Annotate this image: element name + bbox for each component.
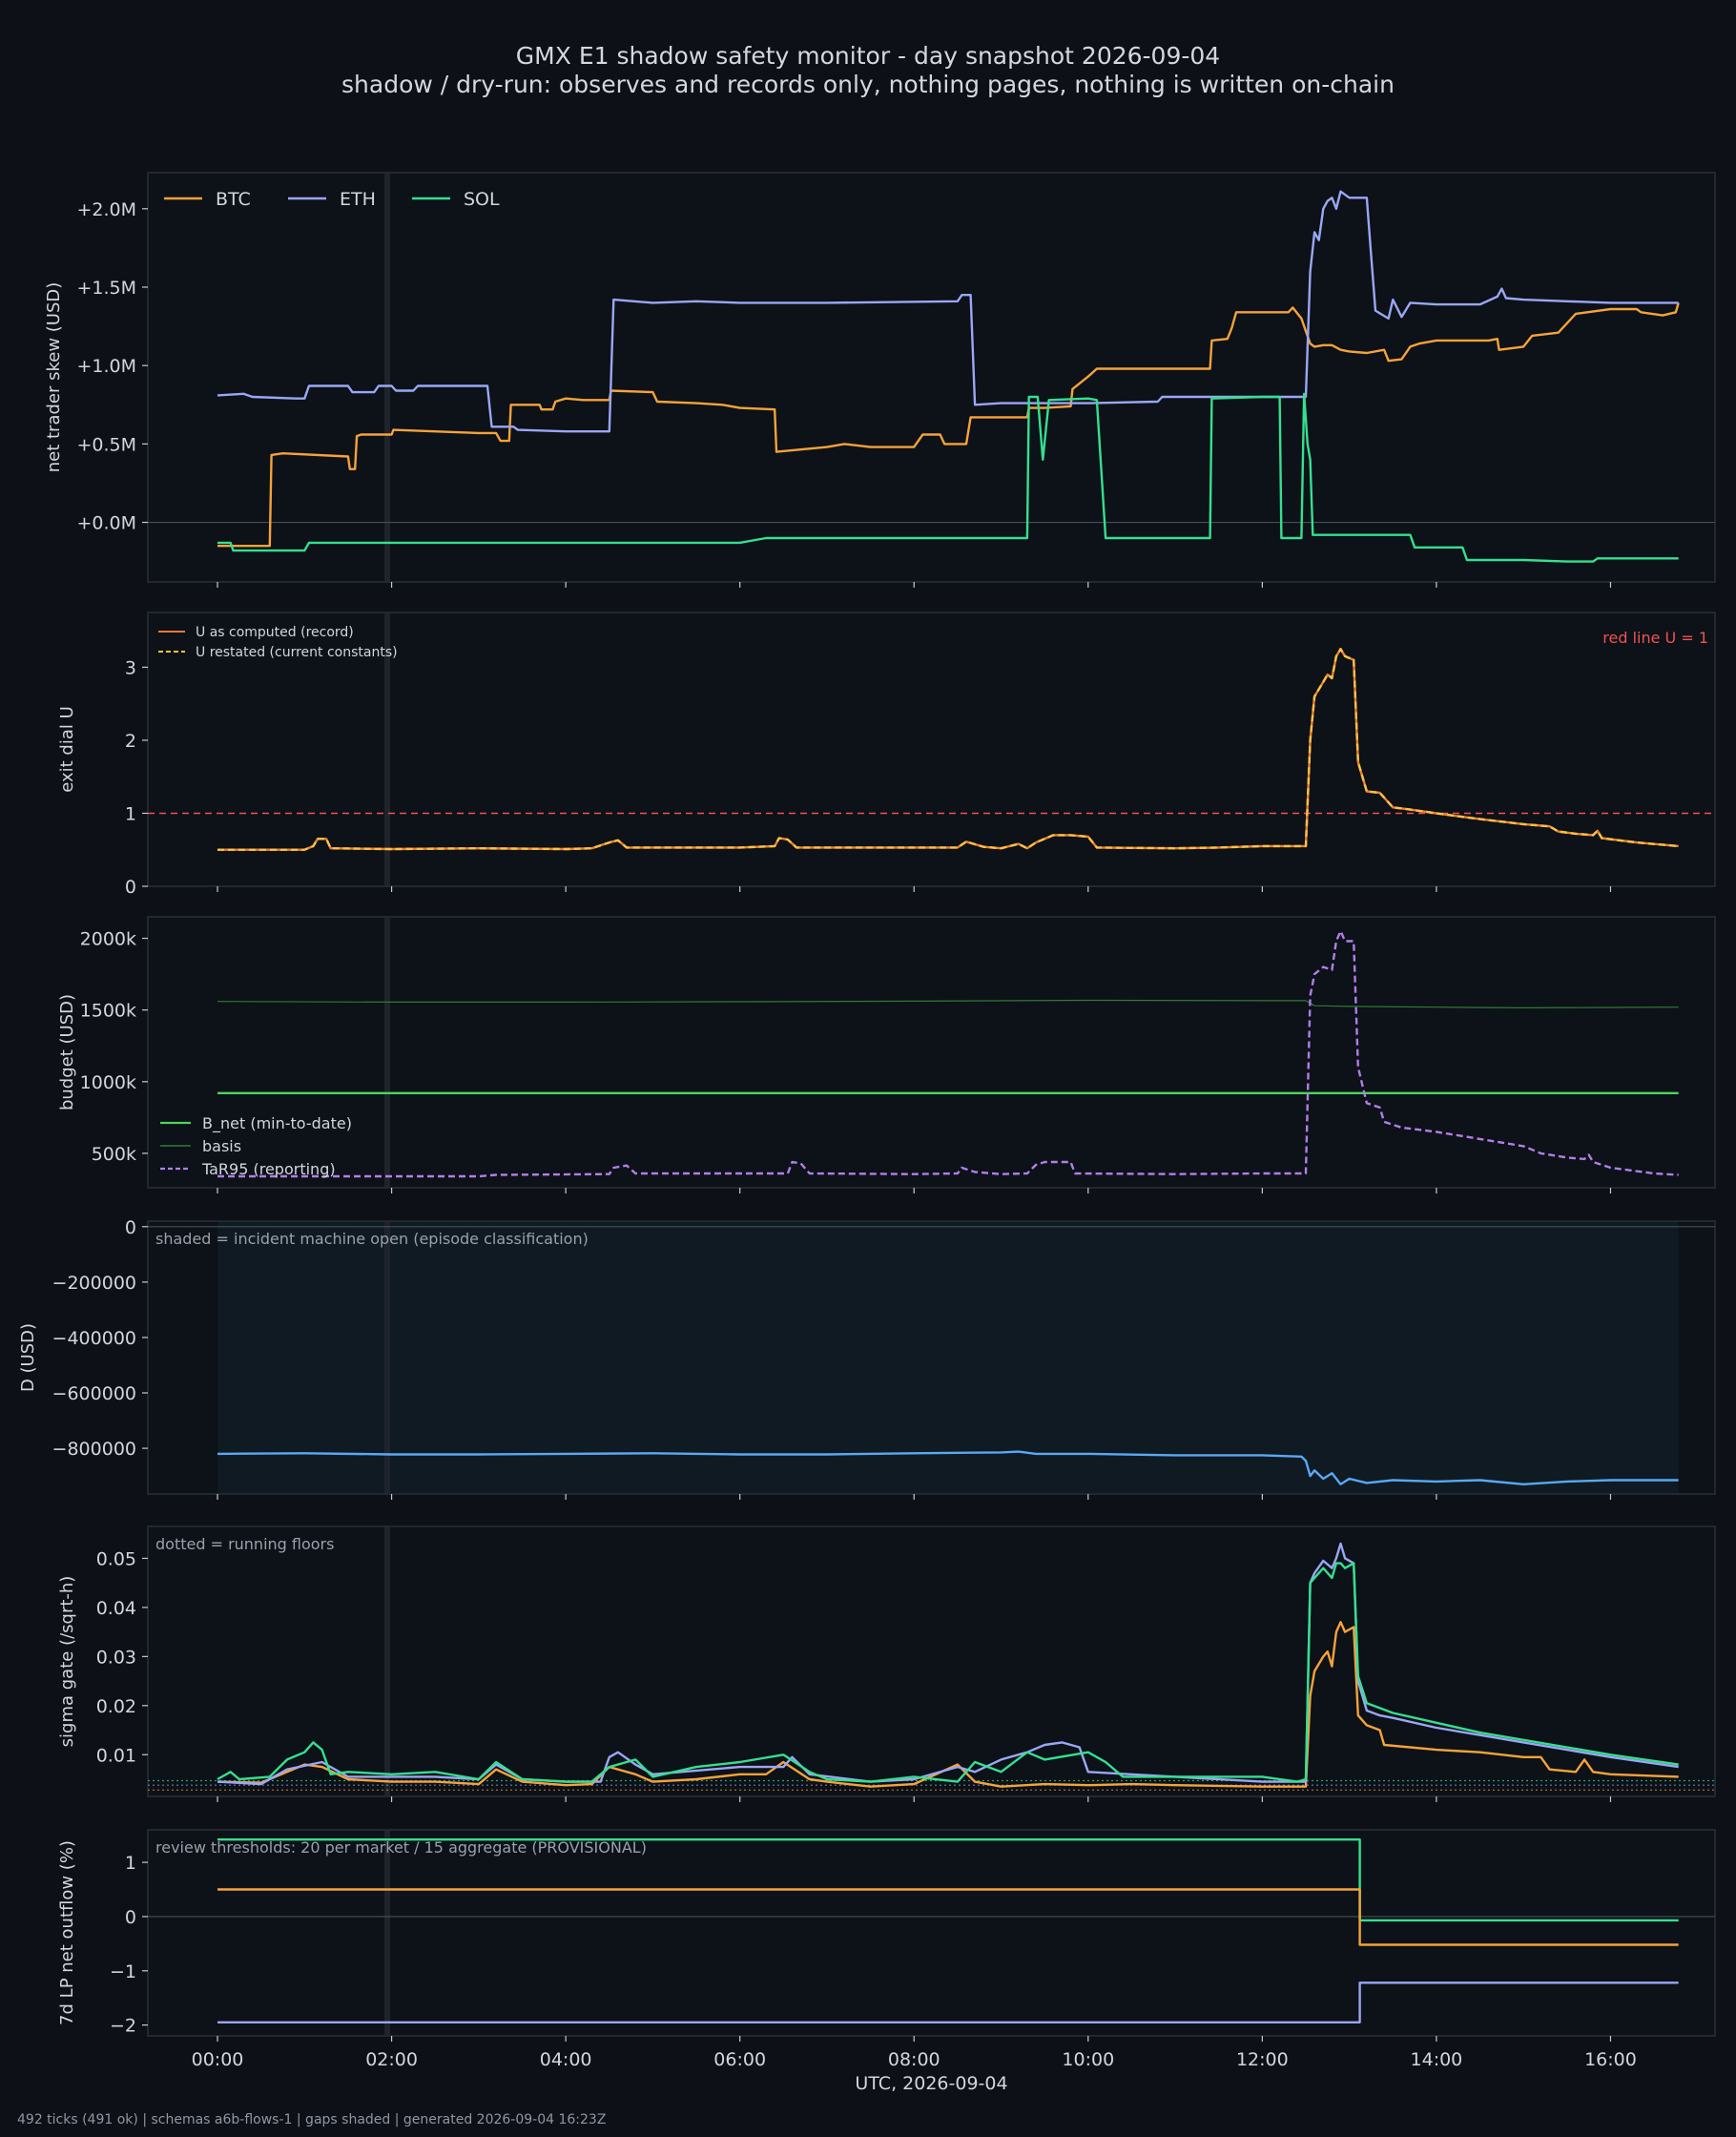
y-tick-label: 0: [125, 1217, 136, 1238]
gap-band: [384, 174, 391, 581]
y-tick-label: 0.03: [96, 1647, 136, 1668]
panel-frame: [147, 916, 1716, 1189]
legend-label: basis: [202, 1137, 241, 1155]
panel-annotation: dotted = running floors: [155, 1535, 334, 1553]
panel-exit_dial: 0 1 2 3 exit dial U red line U = 1 U as comput…: [57, 612, 1716, 898]
legend-label: U as computed (record): [196, 625, 354, 640]
legend: U as computed (record) U restated (curren…: [158, 625, 398, 660]
panel-skew: +0.0M +0.5M +1.0M +1.5M +2.0M net trader skew…: [44, 172, 1716, 588]
y-tick-label: −600000: [52, 1383, 136, 1404]
panel-annotation: review thresholds: 20 per market / 15 ag…: [155, 1838, 647, 1857]
y-axis-label: exit dial U: [57, 706, 77, 793]
x-tick-label: 06:00: [713, 2049, 766, 2070]
series-line-eth: [217, 190, 1679, 433]
red-line-label: red line U = 1: [1602, 629, 1708, 647]
x-tick-label: 02:00: [365, 2049, 418, 2070]
y-axis-label: sigma gate (/sqrt-h): [57, 1576, 77, 1748]
x-axis-label: UTC, 2026-09-04: [855, 2073, 1007, 2094]
legend-label: SOL: [464, 189, 500, 210]
y-axis-label: budget (USD): [57, 994, 77, 1110]
series-line-btc: [217, 1621, 1679, 1788]
y-tick-label: −800000: [52, 1439, 136, 1460]
y-tick-label: −1: [110, 1961, 136, 1982]
y-tick-label: 500k: [92, 1144, 136, 1165]
y-tick-label: +1.5M: [76, 278, 136, 299]
y-tick-label: 0.02: [96, 1696, 136, 1717]
x-tick-label: 00:00: [192, 2049, 244, 2070]
legend-label: B_net (min-to-date): [202, 1114, 352, 1133]
series-line-sol: [217, 1562, 1679, 1783]
gap-band: [384, 1831, 391, 2035]
y-tick-label: 3: [125, 657, 136, 678]
series-line-eth: [217, 1981, 1679, 2023]
y-tick-label: −2: [110, 2016, 136, 2037]
panel-frame: [147, 1829, 1716, 2037]
panel-D: 0 −200000 −400000 −600000 −800000 D (USD) shad…: [18, 1217, 1716, 1500]
y-tick-label: 0: [125, 877, 136, 898]
y-tick-label: 0.01: [96, 1745, 136, 1766]
series-line-sol: [217, 392, 1679, 563]
panel-lp_outflow: 1 0 −1 −2 00:00 02:00 04:00 06:00 08:00 10:00 12:0…: [57, 1829, 1716, 2070]
gap-band: [384, 1222, 391, 1493]
chart-title: GMX E1 shadow safety monitor - day snaps…: [515, 42, 1221, 70]
y-tick-label: 1: [125, 1853, 136, 1874]
x-tick-label: 16:00: [1584, 2049, 1637, 2070]
legend: B_net (min-to-date) basis TaR95 (reporting…: [160, 1114, 352, 1178]
y-tick-label: +1.0M: [76, 356, 136, 377]
chart-subtitle: shadow / dry-run: observes and records o…: [341, 71, 1395, 98]
y-tick-label: −200000: [52, 1273, 136, 1294]
x-tick-label: 04:00: [540, 2049, 592, 2070]
y-tick-label: 1: [125, 803, 136, 824]
y-axis-label: 7d LP net outflow (%): [57, 1840, 77, 2025]
y-tick-label: +2.0M: [76, 199, 136, 220]
y-tick-label: 2000k: [80, 929, 136, 950]
legend-label: U restated (current constants): [196, 645, 398, 660]
panel-annotation: shaded = incident machine open (episode …: [155, 1230, 589, 1248]
x-tick-label: 08:00: [888, 2049, 940, 2070]
series-line-u-restated-current-constants: [217, 648, 1679, 851]
gap-band: [384, 918, 391, 1187]
y-tick-label: −400000: [52, 1328, 136, 1349]
panel-frame: [147, 1525, 1716, 1797]
y-tick-label: 0.04: [96, 1598, 136, 1619]
panel-frame: [147, 172, 1716, 583]
series-line-d: [217, 1450, 1679, 1485]
y-tick-label: +0.5M: [76, 434, 136, 455]
x-tick-label: 12:00: [1236, 2049, 1289, 2070]
y-axis-label: D (USD): [18, 1323, 38, 1392]
gap-band: [384, 613, 391, 885]
incident-shade: [217, 1222, 1679, 1493]
series-line-basis: [217, 999, 1679, 1008]
x-tick-label: 10:00: [1062, 2049, 1114, 2070]
y-tick-label: 1500k: [80, 1001, 136, 1022]
panel-sigma: 0.01 0.02 0.03 0.04 0.05 sigma gate (/sqrt-h)…: [57, 1525, 1716, 1802]
series-line-sol: [217, 1838, 1679, 1922]
y-tick-label: 0: [125, 1907, 136, 1928]
panel-frame: [147, 612, 1716, 887]
panel-budget: 500k 1000k 1500k 2000k budget (USD) B_net (mi…: [57, 916, 1716, 1193]
y-tick-label: 1000k: [80, 1072, 136, 1093]
y-tick-label: 2: [125, 731, 136, 752]
series-line-btc: [217, 1888, 1679, 1946]
gap-band: [384, 1527, 391, 1795]
y-axis-label: net trader skew (USD): [44, 282, 64, 473]
legend: BTC ETH SOL: [164, 189, 500, 210]
y-tick-label: +0.0M: [76, 513, 136, 534]
series-line-tar95-reporting: [217, 929, 1679, 1178]
x-tick-label: 14:00: [1411, 2049, 1463, 2070]
footer-status: 492 ticks (491 ok) | schemas a6b-flows-1…: [17, 2112, 607, 2127]
legend-label: TaR95 (reporting): [201, 1160, 336, 1178]
legend-label: ETH: [340, 189, 376, 210]
y-tick-label: 0.05: [96, 1548, 136, 1569]
legend-label: BTC: [216, 189, 251, 210]
